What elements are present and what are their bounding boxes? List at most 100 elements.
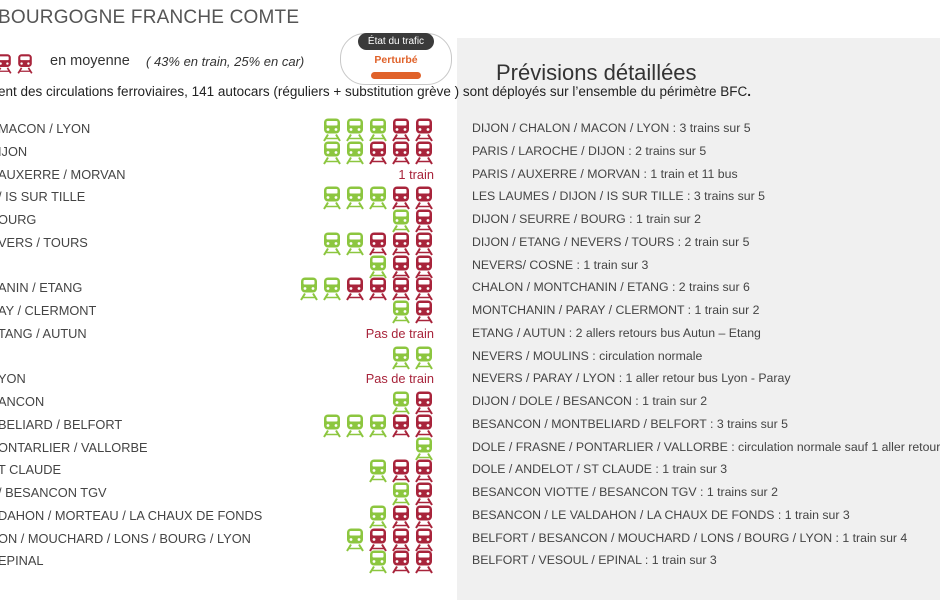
train-red-icon bbox=[414, 277, 434, 301]
train-red-icon bbox=[0, 54, 13, 74]
train-red-icon bbox=[414, 482, 434, 506]
forecast-line: BESANCON VIOTTE / BESANCON TGV : 1 train… bbox=[472, 485, 778, 499]
train-red-icon bbox=[391, 459, 411, 483]
service-note: 1 train bbox=[398, 166, 434, 182]
train-red-icon bbox=[414, 459, 434, 483]
line-name: MACON / LYON bbox=[0, 121, 91, 136]
train-green-icon bbox=[368, 459, 388, 483]
train-red-icon bbox=[391, 505, 411, 529]
forecast-line: PARIS / AUXERRE / MORVAN : 1 train et 11… bbox=[472, 166, 738, 181]
train-red-icon bbox=[391, 255, 411, 279]
line-name: ANIN / ETANG bbox=[0, 280, 83, 296]
forecast-line: CHALON / MONTCHANIN / ETANG : 2 trains s… bbox=[472, 280, 750, 295]
train-red-icon bbox=[368, 277, 388, 301]
train-green-icon bbox=[391, 391, 411, 415]
forecast-line: DIJON / ETANG / NEVERS / TOURS : 2 train… bbox=[472, 234, 750, 249]
train-red-icon bbox=[414, 141, 434, 165]
train-red-icon bbox=[391, 528, 411, 552]
intro-body: ent des circulations ferroviaires, 141 a… bbox=[0, 84, 748, 99]
service-note: Pas de train bbox=[365, 325, 434, 341]
intro-end: . bbox=[747, 84, 751, 99]
train-green-icon bbox=[322, 141, 342, 165]
line-name: IJON bbox=[0, 143, 28, 159]
train-red-icon bbox=[414, 550, 434, 574]
previsions-title: Prévisions détaillées bbox=[496, 60, 697, 85]
train-red-icon bbox=[391, 232, 411, 256]
train-green-icon bbox=[414, 437, 434, 461]
train-green-icon bbox=[322, 414, 342, 438]
train-green-icon bbox=[368, 118, 388, 142]
train-red-icon bbox=[414, 255, 434, 279]
train-green-icon bbox=[345, 232, 365, 256]
train-red-icon bbox=[391, 277, 411, 301]
forecast-line: BELFORT / BESANCON / MOUCHARD / LONS / B… bbox=[472, 530, 908, 545]
traffic-status-widget[interactable]: État du trafic Perturbé bbox=[340, 33, 452, 85]
train-green-icon bbox=[368, 186, 388, 210]
train-red-icon bbox=[414, 414, 434, 438]
line-name: ANCON bbox=[0, 394, 45, 409]
train-red-icon bbox=[391, 186, 411, 210]
train-red-icon bbox=[414, 118, 434, 142]
line-name: TANG / AUTUN bbox=[0, 325, 87, 341]
forecast-line: BELFORT / VESOUL / EPINAL : 1 train sur … bbox=[472, 553, 717, 568]
train-green-icon bbox=[368, 550, 388, 574]
forecast-line: ETANG / AUTUN : 2 allers retours bus Aut… bbox=[472, 325, 761, 340]
forecast-line: DIJON / DOLE / BESANCON : 1 train sur 2 bbox=[472, 394, 708, 408]
line-name: YON bbox=[0, 371, 26, 387]
average-label: en moyenne bbox=[50, 53, 130, 69]
average-detail: ( 43% en train, 25% en car) bbox=[146, 54, 305, 69]
forecast-line: NEVERS / PARAY / LYON : 1 aller retour b… bbox=[472, 371, 791, 386]
line-name: DAHON / MORTEAU / LA CHAUX DE FONDS bbox=[0, 507, 263, 523]
train-green-icon bbox=[299, 277, 319, 301]
train-green-icon bbox=[345, 141, 365, 165]
train-red-icon bbox=[17, 54, 34, 74]
train-red-icon bbox=[368, 232, 388, 256]
forecast-line: DOLE / ANDELOT / ST CLAUDE : 1 train sur… bbox=[472, 462, 728, 477]
line-name: AY / CLERMONT bbox=[0, 303, 97, 318]
train-red-icon bbox=[414, 391, 434, 415]
line-name: EPINAL bbox=[0, 553, 44, 569]
train-green-icon bbox=[391, 300, 411, 324]
forecast-line: PARIS / LAROCHE / DIJON : 2 trains sur 5 bbox=[472, 143, 707, 158]
forecast-line: DIJON / CHALON / MACON / LYON : 3 trains… bbox=[472, 121, 751, 135]
forecast-line: LES LAUMES / DIJON / IS SUR TILLE : 3 tr… bbox=[472, 189, 765, 204]
previsions-panel bbox=[457, 38, 940, 600]
train-red-icon bbox=[414, 209, 434, 233]
average-train-icons bbox=[0, 52, 36, 74]
train-green-icon bbox=[391, 346, 411, 370]
train-red-icon bbox=[414, 505, 434, 529]
train-red-icon bbox=[414, 300, 434, 324]
intro-text: ent des circulations ferroviaires, 141 a… bbox=[0, 84, 751, 99]
forecast-line: NEVERS/ COSNE : 1 train sur 3 bbox=[472, 257, 649, 272]
train-red-icon bbox=[391, 141, 411, 165]
train-green-icon bbox=[322, 118, 342, 142]
train-green-icon bbox=[391, 209, 411, 233]
traffic-status-bar bbox=[371, 72, 421, 79]
train-red-icon bbox=[414, 528, 434, 552]
line-name: AUXERRE / MORVAN bbox=[0, 166, 126, 182]
train-green-icon bbox=[368, 255, 388, 279]
train-red-icon bbox=[414, 186, 434, 210]
train-green-icon bbox=[345, 414, 365, 438]
traffic-status-text: Perturbé bbox=[374, 54, 418, 66]
line-name: / BESANCON TGV bbox=[0, 485, 107, 500]
traffic-label: État du trafic bbox=[358, 33, 434, 50]
train-green-icon bbox=[345, 186, 365, 210]
forecast-line: DOLE / FRASNE / PONTARLIER / VALLORBE : … bbox=[472, 439, 940, 454]
train-green-icon bbox=[345, 118, 365, 142]
line-name: / IS SUR TILLE bbox=[0, 189, 86, 205]
forecast-line: BESANCON / LE VALDAHON / LA CHAUX DE FON… bbox=[472, 507, 850, 522]
train-green-icon bbox=[414, 346, 434, 370]
train-green-icon bbox=[322, 232, 342, 256]
train-red-icon bbox=[345, 277, 365, 301]
train-red-icon bbox=[391, 414, 411, 438]
train-red-icon bbox=[368, 528, 388, 552]
train-green-icon bbox=[368, 414, 388, 438]
train-green-icon bbox=[322, 277, 342, 301]
forecast-line: NEVERS / MOULINS : circulation normale bbox=[472, 348, 703, 363]
forecast-line: BESANCON / MONTBELIARD / BELFORT : 3 tra… bbox=[472, 416, 788, 431]
train-red-icon bbox=[414, 232, 434, 256]
train-red-icon bbox=[368, 141, 388, 165]
train-green-icon bbox=[322, 186, 342, 210]
line-name: BELIARD / BELFORT bbox=[0, 416, 123, 432]
